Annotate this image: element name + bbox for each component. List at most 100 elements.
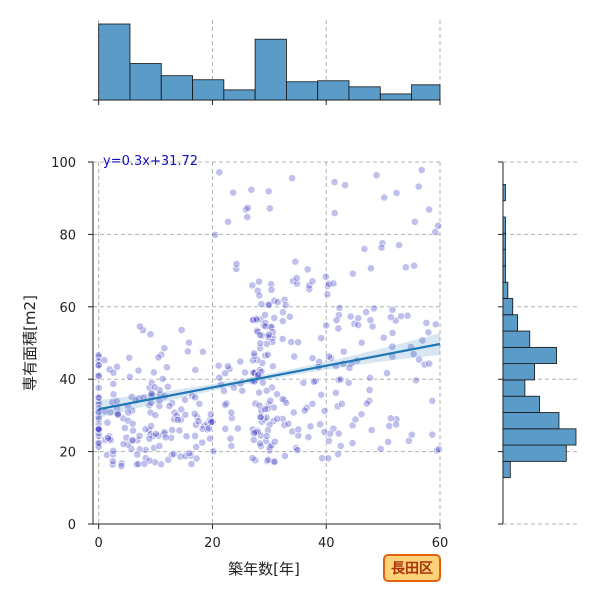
data-point — [263, 405, 272, 413]
data-point — [203, 419, 212, 428]
data-point — [351, 415, 360, 424]
data-point — [401, 263, 410, 272]
data-point — [292, 444, 301, 452]
data-point — [362, 399, 371, 408]
data-point — [366, 316, 375, 325]
axes: 0 20 40 60 0 20 40 60 80 100 — [51, 156, 448, 551]
data-point — [420, 360, 429, 369]
data-point — [388, 342, 397, 351]
data-point — [304, 433, 313, 442]
data-point — [417, 166, 426, 174]
top-hist-bar — [254, 38, 287, 101]
data-point — [264, 300, 273, 309]
data-point — [226, 434, 235, 443]
data-point — [377, 243, 386, 252]
y-tick-label: 20 — [59, 446, 76, 461]
data-point — [227, 442, 236, 450]
data-point — [281, 452, 289, 460]
right-hist-bar — [502, 298, 514, 316]
data-point — [255, 401, 264, 410]
regression-line — [98, 342, 441, 411]
data-point — [322, 321, 331, 330]
data-point — [161, 433, 170, 442]
data-point — [372, 171, 381, 180]
data-point — [146, 330, 155, 339]
data-point — [384, 437, 393, 446]
data-point — [269, 403, 278, 412]
data-point — [256, 331, 265, 339]
data-point — [169, 449, 178, 458]
data-point — [265, 204, 274, 213]
data-point — [251, 399, 260, 408]
data-point — [428, 430, 437, 439]
data-point — [256, 439, 264, 448]
right-hist-bar — [502, 395, 540, 413]
data-point — [147, 379, 156, 387]
data-point — [155, 441, 164, 450]
data-point — [294, 425, 303, 434]
right-hist-bar — [502, 346, 557, 365]
right-hist-bar — [502, 184, 506, 202]
data-point — [281, 301, 290, 310]
data-point — [431, 228, 440, 236]
data-point — [151, 411, 160, 420]
data-point — [117, 459, 126, 468]
right-hist-bar — [502, 265, 506, 283]
data-point — [365, 386, 374, 394]
data-point — [125, 373, 134, 381]
data-point — [344, 378, 353, 387]
data-point — [100, 356, 109, 365]
data-point — [278, 395, 287, 403]
y-tick-label: 80 — [59, 228, 76, 243]
data-point — [175, 426, 184, 435]
data-point — [190, 409, 199, 418]
data-point — [243, 213, 252, 221]
data-point — [248, 454, 257, 463]
data-point — [198, 347, 207, 356]
data-point — [287, 338, 296, 346]
data-point — [262, 340, 271, 348]
data-point — [222, 399, 231, 408]
data-point — [321, 272, 330, 281]
data-point — [285, 312, 294, 321]
data-point — [292, 274, 301, 282]
data-point — [253, 428, 262, 437]
data-point — [94, 400, 103, 408]
data-point — [140, 459, 149, 468]
data-point — [177, 326, 186, 334]
data-point — [262, 432, 271, 440]
data-point — [147, 422, 155, 430]
right-hist-bar — [502, 412, 560, 430]
data-point — [183, 347, 192, 356]
data-point — [259, 378, 267, 387]
data-point — [255, 277, 263, 286]
data-point — [187, 460, 196, 468]
data-point — [109, 380, 118, 388]
data-point — [331, 388, 340, 397]
data-point — [306, 422, 315, 431]
data-point — [243, 203, 252, 212]
data-point — [221, 424, 230, 433]
x-tick-label: 20 — [204, 536, 221, 551]
data-point — [160, 344, 169, 353]
data-point — [181, 452, 190, 461]
data-point — [412, 376, 420, 385]
data-point — [252, 315, 261, 324]
data-point — [94, 372, 103, 380]
data-point — [422, 318, 431, 327]
data-point — [127, 436, 136, 444]
data-point — [428, 397, 437, 405]
data-point — [405, 436, 413, 445]
y-tick-label: 0 — [68, 518, 76, 533]
data-point — [198, 438, 207, 447]
data-point — [388, 328, 397, 337]
data-point — [418, 336, 427, 345]
right-hist-bar — [502, 232, 506, 251]
data-point — [211, 230, 220, 239]
scatter-points — [94, 166, 443, 470]
data-point — [264, 330, 273, 339]
data-point — [273, 298, 282, 306]
data-point — [206, 410, 215, 419]
data-point — [258, 359, 267, 367]
right-hist-bar — [502, 330, 531, 348]
